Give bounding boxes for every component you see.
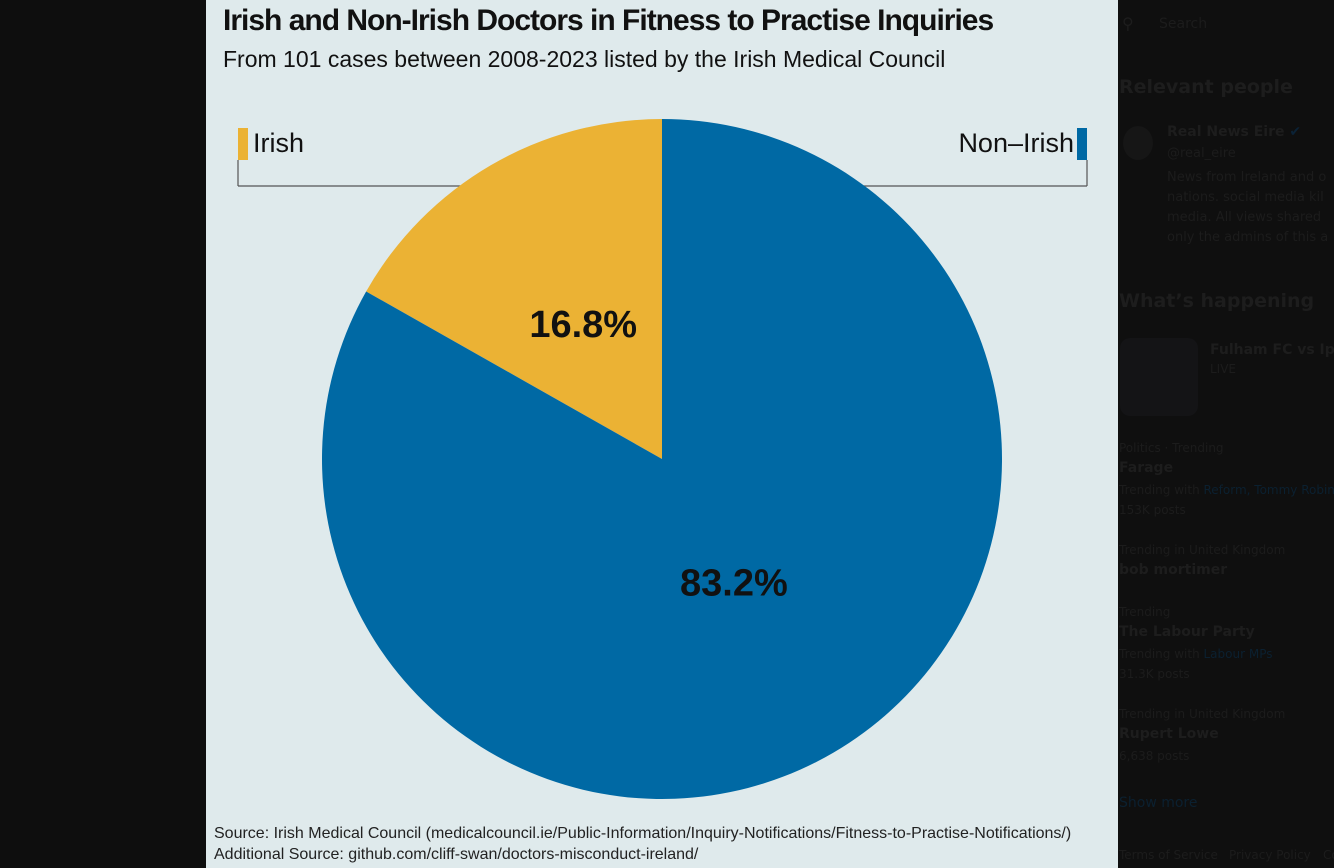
trend-posts: 6,638 posts bbox=[1119, 749, 1190, 763]
avatar[interactable] bbox=[1123, 126, 1153, 160]
trend-with: Trending with Reform, Tommy Robin bbox=[1119, 483, 1334, 497]
chart-title: Irish and Non-Irish Doctors in Fitness t… bbox=[223, 4, 994, 37]
show-more-link[interactable]: Show more bbox=[1119, 795, 1198, 811]
trend-name[interactable]: The Labour Party bbox=[1119, 624, 1255, 640]
trend-name[interactable]: Farage bbox=[1119, 460, 1174, 476]
chart-subtitle: From 101 cases between 2008-2023 listed … bbox=[223, 46, 946, 72]
footer-link[interactable]: Privacy Policy bbox=[1229, 848, 1311, 862]
pie-slice-non-irish bbox=[322, 119, 1003, 799]
live-event-status: LIVE bbox=[1210, 362, 1237, 376]
trend-name[interactable]: bob mortimer bbox=[1119, 562, 1228, 578]
image-viewer: 16.8% 83.2% Irish and Non-Irish Doctors … bbox=[206, 0, 1118, 868]
person-bio-line: only the admins of this a bbox=[1167, 230, 1329, 245]
search-input[interactable]: Search bbox=[1159, 16, 1208, 32]
search-icon[interactable]: ⚲ bbox=[1122, 14, 1134, 33]
source-note: Source: Irish Medical Council (medicalco… bbox=[214, 825, 1072, 842]
verified-badge-icon: ✔ bbox=[1289, 124, 1302, 140]
person-bio-line: nations. social media kil bbox=[1167, 190, 1324, 205]
legend-swatch-irish bbox=[238, 128, 248, 160]
data-label-non-irish: 83.2% bbox=[680, 562, 788, 604]
trend-posts: 31.3K posts bbox=[1119, 667, 1190, 681]
person-handle: @real_eire bbox=[1167, 146, 1236, 161]
trend-context: Trending bbox=[1119, 605, 1171, 619]
trend-name[interactable]: Rupert Lowe bbox=[1119, 726, 1219, 742]
trend-posts: 153K posts bbox=[1119, 503, 1186, 517]
legend-swatch-non-irish bbox=[1077, 128, 1087, 160]
pie-chart: 16.8% 83.2% bbox=[237, 119, 1088, 799]
data-label-irish: 16.8% bbox=[529, 304, 637, 346]
right-sidebar: ⚲ Search Relevant people Real News Eire … bbox=[1118, 0, 1334, 868]
footer-link[interactable]: Co bbox=[1323, 848, 1334, 862]
trend-context: Trending in United Kingdom bbox=[1119, 707, 1286, 721]
person-name[interactable]: Real News Eire ✔ bbox=[1167, 124, 1301, 140]
live-event-title[interactable]: Fulham FC vs Ipsw bbox=[1210, 342, 1334, 358]
trend-with-label: Trending with bbox=[1119, 483, 1200, 497]
legend-label-non-irish: Non–Irish bbox=[958, 128, 1074, 158]
footer-link[interactable]: Terms of Service bbox=[1119, 848, 1218, 862]
trend-context: Trending in United Kingdom bbox=[1119, 543, 1286, 557]
trend-context: Politics · Trending bbox=[1119, 441, 1224, 455]
person-name-text: Real News Eire bbox=[1167, 124, 1285, 140]
person-bio-line: media. All views shared bbox=[1167, 210, 1322, 225]
live-event-thumbnail[interactable] bbox=[1120, 338, 1198, 416]
trend-with-link[interactable]: Labour MPs bbox=[1203, 647, 1273, 661]
additional-source-note: Additional Source: github.com/cliff-swan… bbox=[214, 846, 699, 863]
person-bio-line: News from Ireland and o bbox=[1167, 170, 1327, 185]
legend-label-irish: Irish bbox=[253, 128, 305, 158]
trend-with-link[interactable]: Reform, Tommy Robin bbox=[1203, 483, 1334, 497]
pie-slice-irish bbox=[366, 119, 662, 459]
relevant-people-heading: Relevant people bbox=[1119, 76, 1293, 98]
trend-with: Trending with Labour MPs bbox=[1119, 647, 1272, 661]
trend-with-label: Trending with bbox=[1119, 647, 1200, 661]
whats-happening-heading: What’s happening bbox=[1119, 290, 1315, 312]
